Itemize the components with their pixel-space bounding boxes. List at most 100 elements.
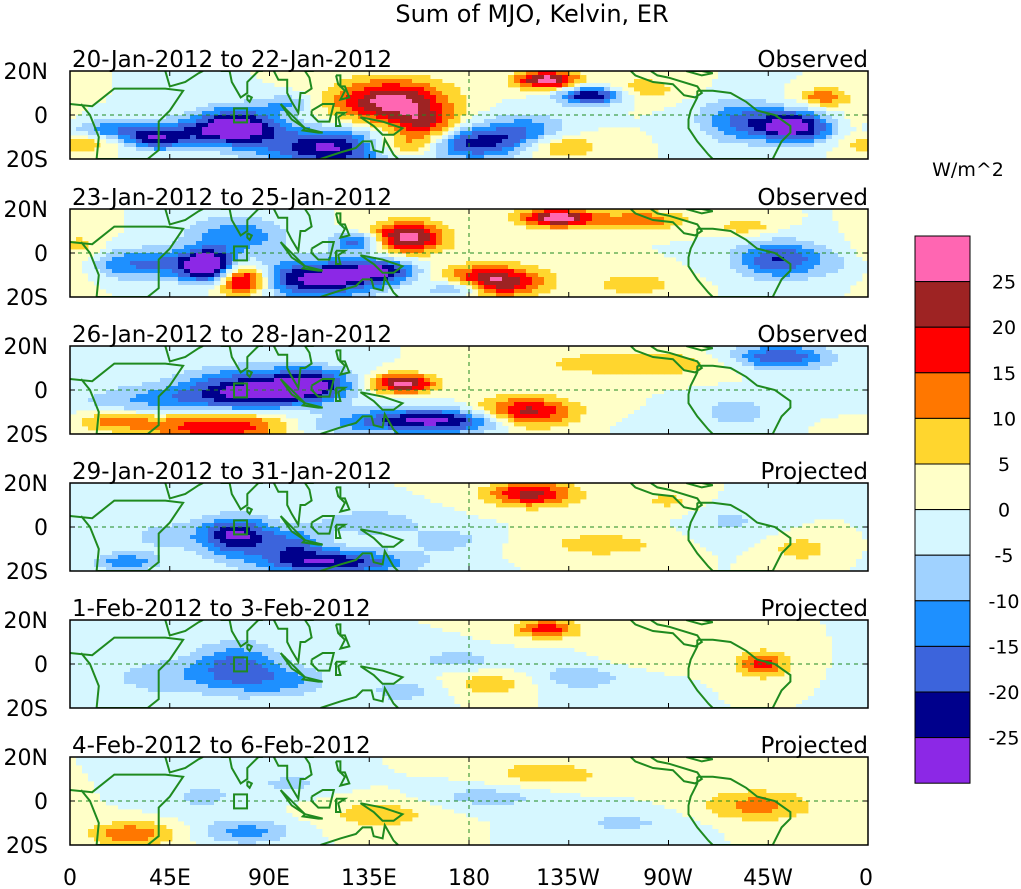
field-cell (502, 151, 509, 156)
field-cell (748, 221, 755, 226)
field-cell (346, 253, 353, 258)
field-cell (172, 229, 179, 234)
field-cell (382, 155, 389, 159)
field-cell (406, 139, 413, 144)
field-cell (136, 115, 143, 120)
field-cell (142, 354, 149, 359)
field-cell (562, 103, 569, 108)
field-cell (526, 155, 533, 159)
field-cell (754, 147, 761, 152)
field-cell (856, 265, 863, 270)
field-cell (532, 147, 539, 152)
field-cell (760, 103, 767, 108)
field-cell (454, 131, 461, 136)
field-cell (142, 237, 149, 242)
field-cell (166, 111, 173, 116)
field-cell (544, 95, 551, 100)
field-cell (706, 107, 713, 112)
field-cell (400, 229, 407, 234)
field-cell (478, 269, 485, 274)
field-cell (370, 103, 377, 108)
field-cell (664, 366, 671, 371)
field-cell (274, 151, 281, 156)
field-cell (208, 241, 215, 246)
field-cell (118, 233, 125, 238)
field-cell (814, 229, 821, 234)
field-cell (244, 71, 251, 76)
field-cell (370, 131, 377, 136)
field-cell (718, 358, 725, 363)
field-cell (856, 261, 863, 266)
field-cell (148, 143, 155, 148)
field-cell (514, 135, 521, 140)
field-cell (166, 237, 173, 242)
field-cell (712, 99, 719, 104)
field-cell (586, 83, 593, 88)
field-cell (316, 135, 323, 140)
field-cell (838, 99, 845, 104)
field-cell (610, 370, 617, 375)
field-cell (136, 358, 143, 363)
field-cell (736, 285, 743, 290)
field-cell (760, 139, 767, 144)
field-cell (688, 249, 695, 254)
field-cell (112, 79, 119, 84)
field-cell (670, 362, 677, 367)
field-cell (316, 233, 323, 238)
field-cell (382, 346, 389, 351)
field-cell (154, 277, 161, 282)
field-cell (118, 91, 125, 96)
field-cell (310, 354, 317, 359)
field-cell (766, 289, 773, 294)
field-cell (520, 155, 527, 159)
field-cell (280, 253, 287, 258)
field-cell (730, 225, 737, 230)
field-cell (472, 147, 479, 152)
field-cell (742, 75, 749, 80)
field-cell (370, 139, 377, 144)
field-cell (280, 362, 287, 367)
field-cell (514, 155, 521, 159)
field-cell (130, 245, 137, 250)
field-cell (844, 362, 851, 367)
field-cell (196, 221, 203, 226)
field-cell (652, 119, 659, 124)
field-cell (778, 95, 785, 100)
field-cell (424, 265, 431, 270)
field-cell (376, 358, 383, 363)
field-cell (724, 362, 731, 367)
field-cell (778, 281, 785, 286)
field-cell (736, 350, 743, 355)
field-cell (268, 265, 275, 270)
field-cell (268, 99, 275, 104)
field-cell (256, 95, 263, 100)
field-cell (616, 358, 623, 363)
field-cell (640, 79, 647, 84)
field-cell (802, 107, 809, 112)
field-cell (280, 91, 287, 96)
field-cell (328, 107, 335, 112)
field-cell (238, 261, 245, 266)
field-cell (532, 135, 539, 140)
field-cell (352, 107, 359, 112)
field-cell (568, 209, 575, 214)
field-cell (652, 281, 659, 286)
field-cell (82, 131, 89, 136)
coastline (685, 71, 713, 77)
field-cell (424, 135, 431, 140)
field-cell (502, 261, 509, 266)
field-cell (184, 87, 191, 92)
field-cell (256, 221, 263, 226)
field-cell (430, 285, 437, 290)
field-cell (430, 91, 437, 96)
field-cell (148, 358, 155, 363)
field-cell (322, 123, 329, 128)
field-cell (640, 123, 647, 128)
field-cell (142, 115, 149, 120)
field-cell (310, 285, 317, 290)
field-cell (214, 119, 221, 124)
field-cell (640, 217, 647, 222)
field-cell (298, 217, 305, 222)
field-cell (430, 151, 437, 156)
field-cell (790, 265, 797, 270)
